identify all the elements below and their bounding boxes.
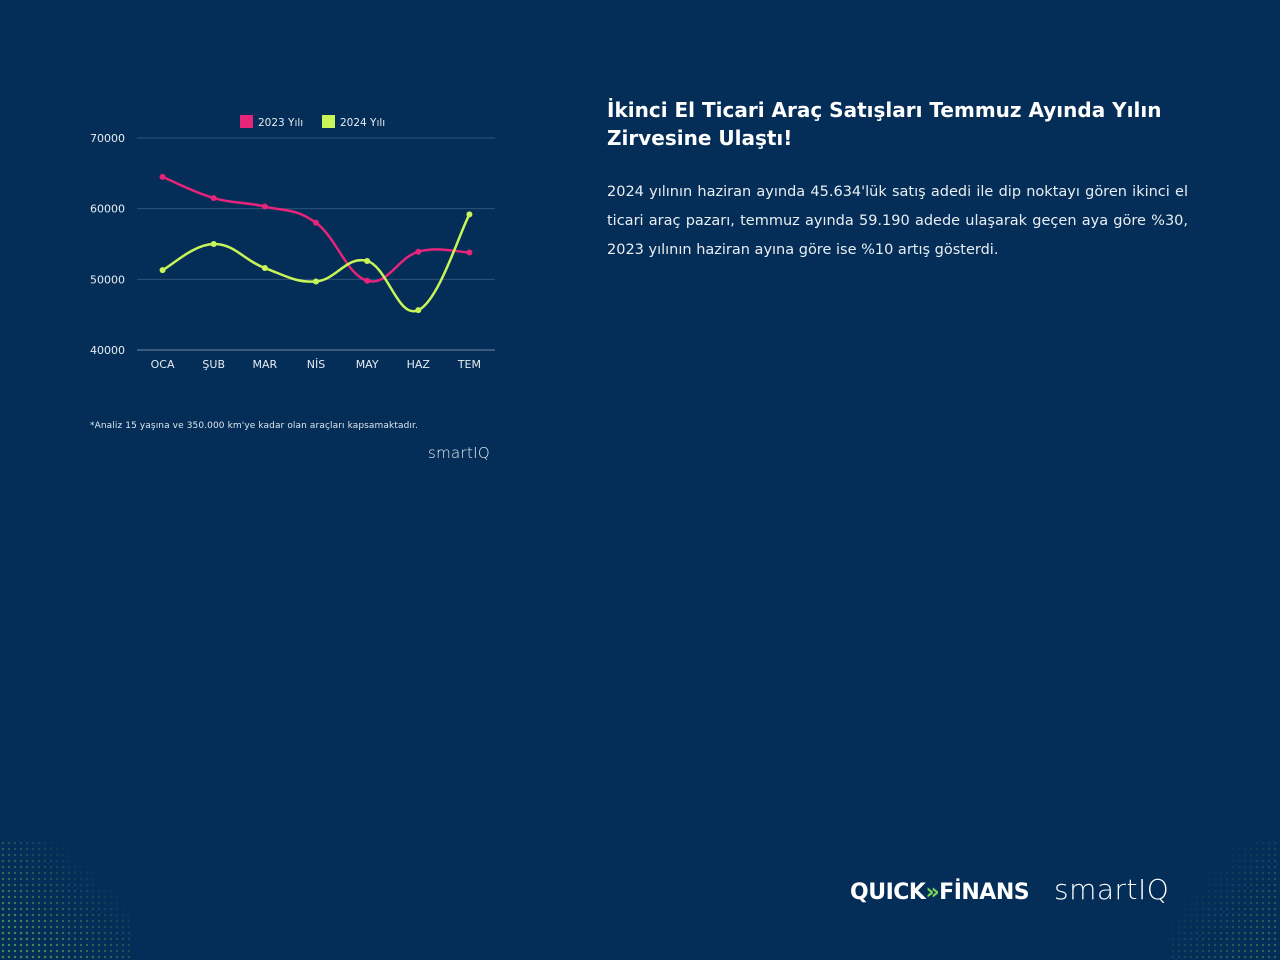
x-tick-label: MAR: [253, 358, 278, 371]
data-point: [466, 211, 473, 218]
y-tick-label: 40000: [90, 344, 125, 357]
y-tick-label: 70000: [90, 132, 125, 145]
chart-series: [159, 173, 473, 314]
data-point: [159, 267, 166, 274]
quick-arrow-icon: »: [925, 880, 940, 905]
data-point: [261, 265, 268, 272]
y-tick-label: 60000: [90, 203, 125, 216]
data-point: [415, 248, 422, 255]
data-point: [415, 307, 422, 314]
data-point: [159, 173, 166, 180]
series-line-2023: [161, 175, 471, 283]
legend-label: 2023 Yılı: [258, 117, 303, 129]
x-axis-ticks: OCA ŞUB MAR NİS MAY HAZ TEM: [151, 358, 481, 371]
sales-chart: 40000 50000 60000 70000 OCA ŞUB MAR NİS MAY HAZ T…: [80, 100, 510, 400]
chart-footnote: *Analiz 15 yaşına ve 350.000 km'ye kadar…: [90, 421, 418, 431]
chart-smartiq-logo: smartIQ: [428, 444, 490, 462]
x-tick-label: TEM: [457, 358, 481, 371]
y-axis-ticks: 40000 50000 60000 70000: [90, 132, 125, 357]
x-tick-label: HAZ: [407, 358, 431, 371]
chart-legend: 2023 Yılı 2024 Yılı: [240, 115, 385, 129]
x-tick-label: ŞUB: [202, 358, 225, 371]
chart-grid: [137, 137, 495, 351]
data-point: [364, 257, 371, 264]
legend-swatch: [322, 115, 335, 128]
data-point: [364, 277, 371, 284]
x-tick-label: MAY: [356, 358, 379, 371]
finans-text: FİNANS: [939, 880, 1030, 905]
smartiq-logo: smartIQ: [1054, 873, 1170, 906]
data-point: [466, 249, 473, 256]
data-point: [313, 278, 319, 285]
quick-finans-logo: QUICK»FİNANS: [850, 880, 1030, 905]
decorative-dots-right: [1170, 840, 1280, 960]
data-point: [261, 203, 268, 210]
article-body: 2024 yılının haziran ayında 45.634'lük s…: [607, 184, 1188, 258]
x-tick-label: NİS: [307, 358, 325, 371]
article-headline: İkinci El Ticari Araç Satışları Temmuz A…: [607, 98, 1162, 150]
quick-text: QUICK: [850, 880, 926, 905]
legend-label: 2024 Yılı: [340, 117, 385, 129]
data-point: [210, 241, 217, 247]
y-tick-label: 50000: [90, 273, 125, 286]
legend-item: 2023 Yılı: [240, 115, 303, 129]
data-point: [313, 219, 319, 226]
decorative-dots-left: [0, 840, 130, 960]
legend-swatch: [240, 115, 253, 128]
chart-svg: 40000 50000 60000 70000 OCA ŞUB MAR NİS MAY HAZ T…: [90, 115, 495, 371]
data-point: [210, 195, 217, 202]
legend-item: 2024 Yılı: [322, 115, 385, 129]
x-tick-label: OCA: [151, 358, 175, 371]
series-line-2024: [161, 213, 471, 313]
